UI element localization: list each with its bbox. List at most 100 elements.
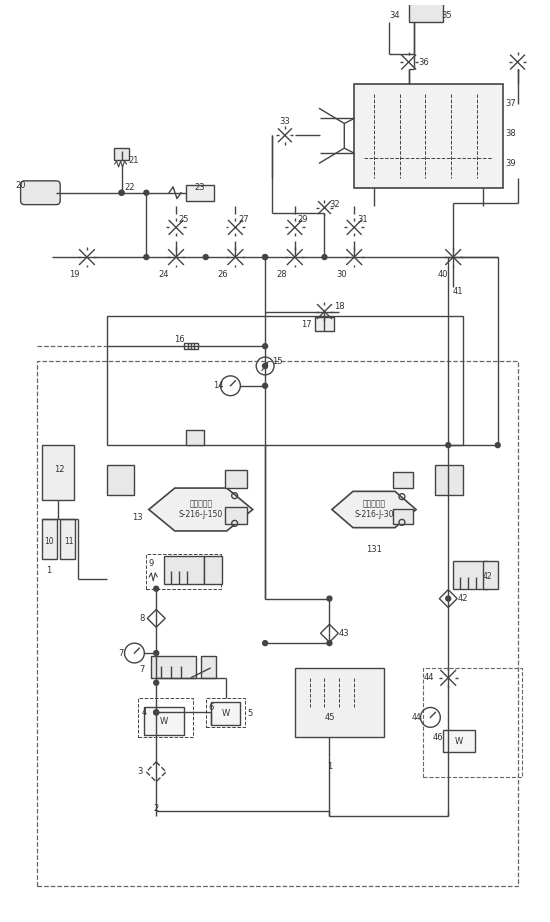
Text: 20: 20 bbox=[15, 182, 26, 190]
Text: W: W bbox=[222, 709, 230, 718]
Circle shape bbox=[263, 344, 268, 349]
Bar bbox=[164, 556, 204, 584]
Circle shape bbox=[495, 443, 500, 448]
Bar bbox=[443, 730, 475, 752]
Bar bbox=[393, 509, 413, 525]
Bar bbox=[436, 465, 463, 495]
FancyBboxPatch shape bbox=[20, 181, 60, 205]
Text: 42: 42 bbox=[483, 573, 493, 581]
Polygon shape bbox=[332, 491, 416, 527]
Text: 29: 29 bbox=[298, 215, 308, 224]
Circle shape bbox=[263, 384, 268, 388]
Bar bbox=[315, 317, 334, 331]
Text: W: W bbox=[160, 716, 168, 726]
Text: 42: 42 bbox=[458, 594, 469, 603]
Circle shape bbox=[154, 710, 159, 715]
Circle shape bbox=[144, 190, 149, 195]
Bar bbox=[424, 668, 522, 776]
Text: 11: 11 bbox=[64, 537, 74, 546]
Text: 18: 18 bbox=[334, 302, 345, 311]
Text: 43: 43 bbox=[339, 629, 350, 638]
Text: 34: 34 bbox=[389, 11, 399, 20]
Polygon shape bbox=[149, 488, 253, 531]
Circle shape bbox=[263, 641, 268, 645]
Bar bbox=[186, 431, 204, 445]
Bar bbox=[354, 84, 503, 188]
Text: 31: 31 bbox=[357, 215, 367, 224]
Text: 7: 7 bbox=[118, 648, 123, 657]
Text: 1: 1 bbox=[46, 566, 51, 575]
Bar bbox=[184, 343, 198, 349]
Bar bbox=[393, 472, 413, 488]
Text: 17: 17 bbox=[301, 320, 312, 329]
Text: 28: 28 bbox=[277, 270, 287, 279]
Circle shape bbox=[154, 710, 159, 715]
Text: 26: 26 bbox=[217, 270, 228, 279]
Circle shape bbox=[322, 254, 327, 260]
Text: 45: 45 bbox=[324, 713, 335, 722]
Text: 3: 3 bbox=[138, 767, 143, 776]
Circle shape bbox=[327, 641, 332, 645]
Text: 24: 24 bbox=[158, 270, 168, 279]
Text: 15: 15 bbox=[272, 357, 282, 365]
Text: 37: 37 bbox=[505, 100, 516, 108]
Text: W: W bbox=[455, 737, 463, 746]
Text: 25: 25 bbox=[179, 215, 189, 224]
Text: 13: 13 bbox=[131, 513, 142, 522]
Text: 14: 14 bbox=[213, 382, 224, 390]
Circle shape bbox=[119, 190, 124, 195]
Bar bbox=[225, 470, 246, 488]
Text: 2: 2 bbox=[153, 804, 159, 813]
Circle shape bbox=[154, 651, 159, 656]
Text: 23: 23 bbox=[195, 183, 205, 193]
Bar bbox=[206, 698, 245, 727]
Text: 131: 131 bbox=[366, 545, 382, 553]
Text: 44: 44 bbox=[423, 673, 434, 682]
Text: 1: 1 bbox=[327, 762, 332, 772]
Text: 40: 40 bbox=[438, 270, 449, 279]
Circle shape bbox=[446, 597, 450, 601]
Text: 19: 19 bbox=[69, 270, 79, 279]
Text: 9: 9 bbox=[148, 560, 154, 569]
Bar bbox=[114, 148, 129, 160]
Text: 22: 22 bbox=[124, 183, 135, 193]
Bar bbox=[146, 554, 221, 588]
Text: 36: 36 bbox=[418, 57, 429, 66]
Circle shape bbox=[263, 254, 268, 260]
Text: 44: 44 bbox=[412, 713, 421, 722]
Text: 41: 41 bbox=[453, 288, 464, 296]
Circle shape bbox=[263, 363, 268, 369]
Circle shape bbox=[154, 586, 159, 591]
Text: 6: 6 bbox=[208, 703, 213, 712]
Bar bbox=[204, 556, 222, 584]
Text: 46: 46 bbox=[433, 733, 444, 741]
Circle shape bbox=[204, 254, 208, 260]
Text: 33: 33 bbox=[279, 117, 290, 126]
Bar bbox=[225, 506, 246, 525]
Bar bbox=[295, 668, 384, 738]
Circle shape bbox=[154, 680, 159, 685]
Bar bbox=[409, 3, 443, 22]
Circle shape bbox=[263, 254, 268, 260]
Text: 35: 35 bbox=[441, 11, 452, 20]
Circle shape bbox=[144, 254, 149, 260]
Text: 4: 4 bbox=[142, 708, 147, 717]
Bar bbox=[151, 656, 196, 678]
Circle shape bbox=[327, 597, 332, 601]
Text: 气驱增压泵
S-216-J-150: 气驱增压泵 S-216-J-150 bbox=[179, 500, 223, 519]
Circle shape bbox=[446, 443, 450, 448]
Text: 21: 21 bbox=[128, 156, 139, 164]
Text: 气驱增压泵
S-216-J-30: 气驱增压泵 S-216-J-30 bbox=[354, 500, 394, 519]
Bar bbox=[37, 361, 518, 886]
Text: 10: 10 bbox=[45, 537, 54, 546]
Text: 8: 8 bbox=[140, 614, 145, 623]
Text: 30: 30 bbox=[336, 270, 346, 279]
Bar bbox=[186, 184, 213, 201]
Bar bbox=[201, 656, 216, 678]
Bar bbox=[144, 707, 184, 735]
Bar bbox=[42, 519, 57, 559]
Bar bbox=[107, 316, 463, 445]
Text: 32: 32 bbox=[329, 200, 340, 209]
Text: 12: 12 bbox=[54, 466, 64, 475]
Text: 27: 27 bbox=[238, 215, 249, 224]
